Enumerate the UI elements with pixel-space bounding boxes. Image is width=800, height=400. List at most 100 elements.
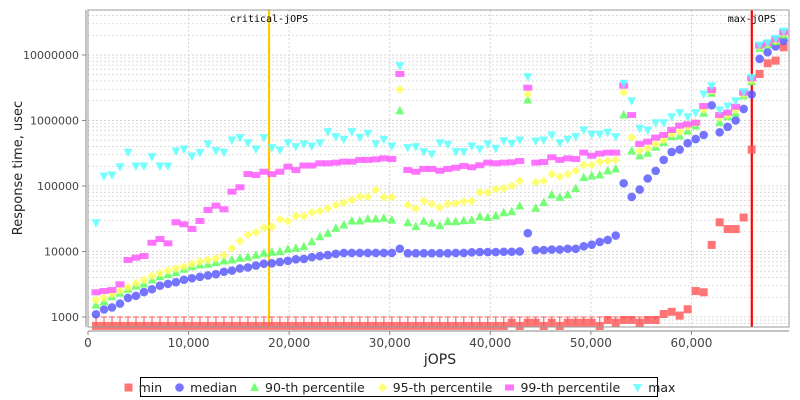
min-point [419, 321, 428, 330]
median-point [131, 291, 141, 301]
min-point [563, 318, 572, 327]
99-th-percentile-point [563, 155, 573, 162]
95-th-percentile-point [211, 253, 221, 263]
95-th-percentile-point [627, 132, 637, 142]
90-th-percentile-point [539, 197, 549, 207]
median-point [467, 248, 477, 257]
min-point [547, 318, 556, 327]
min-point [131, 321, 140, 330]
99-th-percentile-point [715, 112, 725, 119]
90-th-percentile-point [571, 183, 581, 193]
median-point [611, 231, 621, 240]
median-point [475, 247, 485, 257]
99-th-percentile-point [483, 159, 493, 166]
median-point [91, 309, 101, 319]
95-th-percentile-point [235, 236, 245, 246]
max-point [531, 137, 541, 147]
data-points [91, 27, 789, 330]
min-point [587, 318, 596, 327]
max-point [291, 143, 301, 152]
95-th-percentile-point [651, 139, 661, 149]
99-th-percentile-point [291, 167, 301, 174]
median-point [643, 174, 652, 183]
max-point [659, 119, 669, 128]
min-point [219, 321, 228, 330]
legend-label: 99-th percentile [520, 379, 621, 395]
median-point [747, 90, 756, 99]
99-th-percentile-point [443, 165, 453, 172]
median-point [675, 145, 684, 154]
median-point [283, 256, 293, 266]
min-point [267, 321, 276, 330]
90-th-percentile-point [387, 214, 397, 224]
99-th-percentile-point [115, 281, 125, 288]
legend-diamond-icon [377, 383, 387, 392]
90-th-percentile-point [547, 189, 557, 199]
min-point [627, 315, 636, 324]
99-th-percentile-point [187, 225, 197, 232]
99-th-percentile-point [91, 289, 101, 296]
max-point [763, 39, 773, 48]
max-point [611, 133, 621, 142]
90-th-percentile-point [251, 250, 261, 259]
max-point [187, 152, 197, 161]
min-point [171, 321, 180, 330]
99-th-percentile-point [411, 168, 421, 175]
median-point [179, 275, 189, 285]
median-point [243, 263, 253, 272]
min-point [763, 59, 772, 68]
95-th-percentile-point [427, 199, 437, 209]
99-th-percentile-point [531, 159, 541, 166]
90-th-percentile-point [259, 248, 269, 257]
max-point [563, 135, 573, 145]
max-point [307, 142, 317, 151]
90-th-percentile-point [379, 213, 389, 222]
90-th-percentile-point [475, 211, 485, 221]
99-th-percentile-point [211, 202, 221, 209]
max-point [707, 82, 717, 91]
legend-marker [250, 382, 259, 391]
min-point [443, 321, 452, 330]
max-point [651, 119, 661, 128]
max-point [675, 109, 685, 118]
min-point [243, 321, 252, 330]
90-th-percentile-point [419, 216, 429, 225]
99-th-percentile-point [387, 156, 397, 163]
99-th-percentile-point [267, 171, 277, 178]
95-th-percentile-point [547, 169, 557, 179]
median-point [683, 138, 692, 148]
95-th-percentile-point [243, 230, 253, 240]
99-th-percentile-point [179, 221, 189, 228]
max-point [603, 128, 613, 138]
max-point [443, 140, 453, 150]
median-point [603, 235, 613, 245]
99-th-percentile-point [435, 167, 445, 174]
max-point [571, 133, 581, 142]
95-th-percentile-point [403, 200, 413, 210]
min-point [603, 315, 612, 324]
max-point [451, 148, 461, 157]
95-th-percentile-point [227, 243, 237, 253]
max-point [219, 148, 229, 158]
median-point [531, 245, 541, 255]
95-th-percentile-point [611, 155, 621, 165]
legend-label: min [138, 379, 163, 395]
max-point [499, 137, 509, 146]
max-point [283, 139, 293, 148]
x-axis-ticks: 0 10,000 20,000 30,000 40,000 50,000 60,000 [84, 331, 712, 350]
max-point [483, 140, 493, 149]
min-point [459, 321, 468, 330]
median-point [123, 293, 133, 303]
y-tick-label: 100000 [37, 180, 79, 193]
90-th-percentile-point [515, 200, 525, 210]
max-point [203, 140, 213, 149]
99-th-percentile-point [699, 103, 709, 110]
median-point [395, 244, 405, 254]
95-th-percentile-point [419, 196, 429, 206]
min-point [323, 321, 332, 330]
min-point [299, 321, 308, 330]
legend-item-99-th-percentile: 99-th percentile [504, 380, 620, 395]
max-point [723, 102, 733, 112]
min-point [427, 321, 436, 330]
90-th-percentile-point [507, 206, 517, 216]
